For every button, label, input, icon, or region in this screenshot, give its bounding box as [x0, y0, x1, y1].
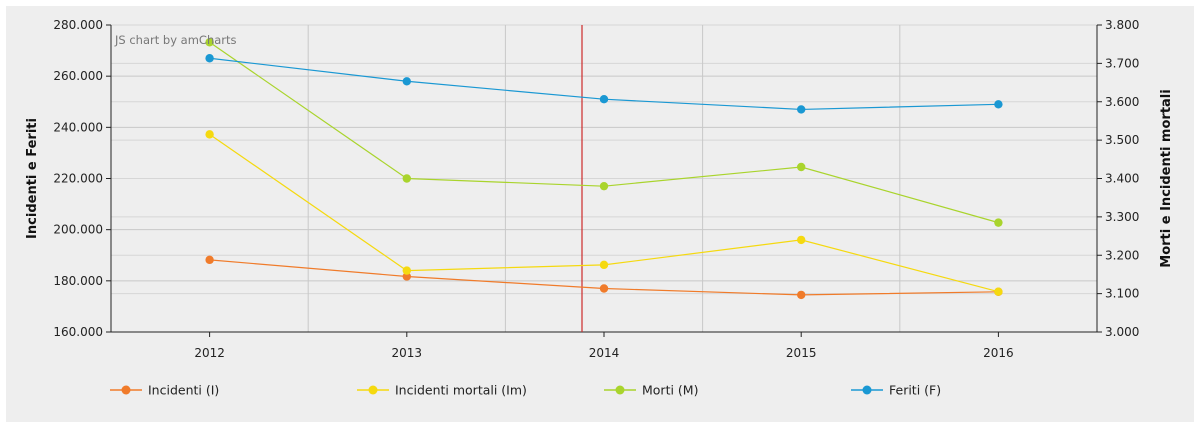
legend-item-feriti-f[interactable]: Feriti (F)	[851, 383, 941, 398]
x-tick-label: 2016	[983, 346, 1014, 360]
right-axis-title: Morti e Incidenti mortali	[1159, 89, 1174, 267]
data-point-feriti-f[interactable]	[402, 77, 411, 86]
left-tick-label: 280.000	[53, 18, 103, 32]
right-tick-label: 3.400	[1105, 172, 1139, 186]
right-tick-label: 3.600	[1105, 95, 1139, 109]
legend-point-marker	[615, 385, 625, 395]
chart-background	[6, 6, 1194, 422]
left-axis-title: Incidenti e Feriti	[25, 118, 40, 239]
data-point-morti-m[interactable]	[994, 218, 1003, 227]
data-point-feriti-f[interactable]	[205, 54, 214, 63]
right-tick-label: 3.000	[1105, 325, 1139, 339]
legend[interactable]: Incidenti (I) Incidenti mortali (Im) Morti…	[110, 383, 941, 398]
data-point-incidenti-i[interactable]	[205, 255, 214, 265]
legend-label: Incidenti (I)	[148, 383, 219, 398]
data-point-feriti-f[interactable]	[599, 94, 609, 104]
left-tick-label: 160.000	[53, 325, 103, 339]
left-tick-label: 200.000	[53, 223, 103, 237]
axes: 160.000 180.000 200.000 220.000 240.000 260.0…	[25, 18, 1174, 360]
data-point-feriti-f[interactable]	[994, 100, 1003, 109]
data-point-morti-m[interactable]	[599, 181, 609, 191]
x-tick-label: 2013	[392, 346, 423, 360]
data-point-incidenti-mortali-im[interactable]	[599, 260, 609, 270]
data-point-feriti-f[interactable]	[797, 105, 806, 114]
right-tick-label: 3.500	[1105, 133, 1139, 147]
right-tick-label: 3.800	[1105, 18, 1139, 32]
right-tick-label: 3.200	[1105, 248, 1139, 262]
x-tick-label: 2012	[194, 346, 225, 360]
data-point-incidenti-i[interactable]	[797, 290, 806, 300]
legend-point-marker	[862, 385, 872, 395]
data-point-incidenti-mortali-im[interactable]	[205, 130, 214, 139]
left-tick-label: 260.000	[53, 69, 103, 83]
right-tick-label: 3.300	[1105, 210, 1139, 224]
right-tick-label: 3.100	[1105, 287, 1139, 301]
legend-point-marker	[368, 385, 378, 395]
x-tick-label: 2015	[786, 346, 817, 360]
legend-item-incidenti-mortali-im[interactable]: Incidenti mortali (Im)	[357, 383, 527, 398]
legend-item-incidenti-i[interactable]: Incidenti (I)	[110, 383, 219, 398]
right-tick-label: 3.700	[1105, 56, 1139, 70]
left-tick-label: 180.000	[53, 274, 103, 288]
chart-credit[interactable]: JS chart by amCharts	[114, 33, 237, 47]
legend-label: Morti (M)	[642, 383, 698, 398]
data-point-incidenti-i[interactable]	[599, 284, 609, 293]
data-point-morti-m[interactable]	[402, 174, 411, 183]
left-tick-label: 220.000	[53, 172, 103, 186]
x-tick-label: 2014	[589, 346, 620, 360]
legend-item-morti-m[interactable]: Morti (M)	[604, 383, 698, 398]
data-point-morti-m[interactable]	[797, 162, 806, 172]
data-point-incidenti-mortali-im[interactable]	[994, 287, 1003, 296]
legend-label: Feriti (F)	[889, 383, 941, 398]
left-tick-label: 240.000	[53, 120, 103, 134]
data-point-incidenti-i[interactable]	[402, 272, 411, 281]
legend-point-marker	[121, 385, 131, 395]
data-point-incidenti-mortali-im[interactable]	[402, 266, 411, 275]
series	[205, 25, 1003, 332]
data-point-incidenti-mortali-im[interactable]	[797, 235, 806, 245]
data-point-morti-m[interactable]	[205, 38, 214, 47]
legend-label: Incidenti mortali (Im)	[395, 383, 527, 398]
